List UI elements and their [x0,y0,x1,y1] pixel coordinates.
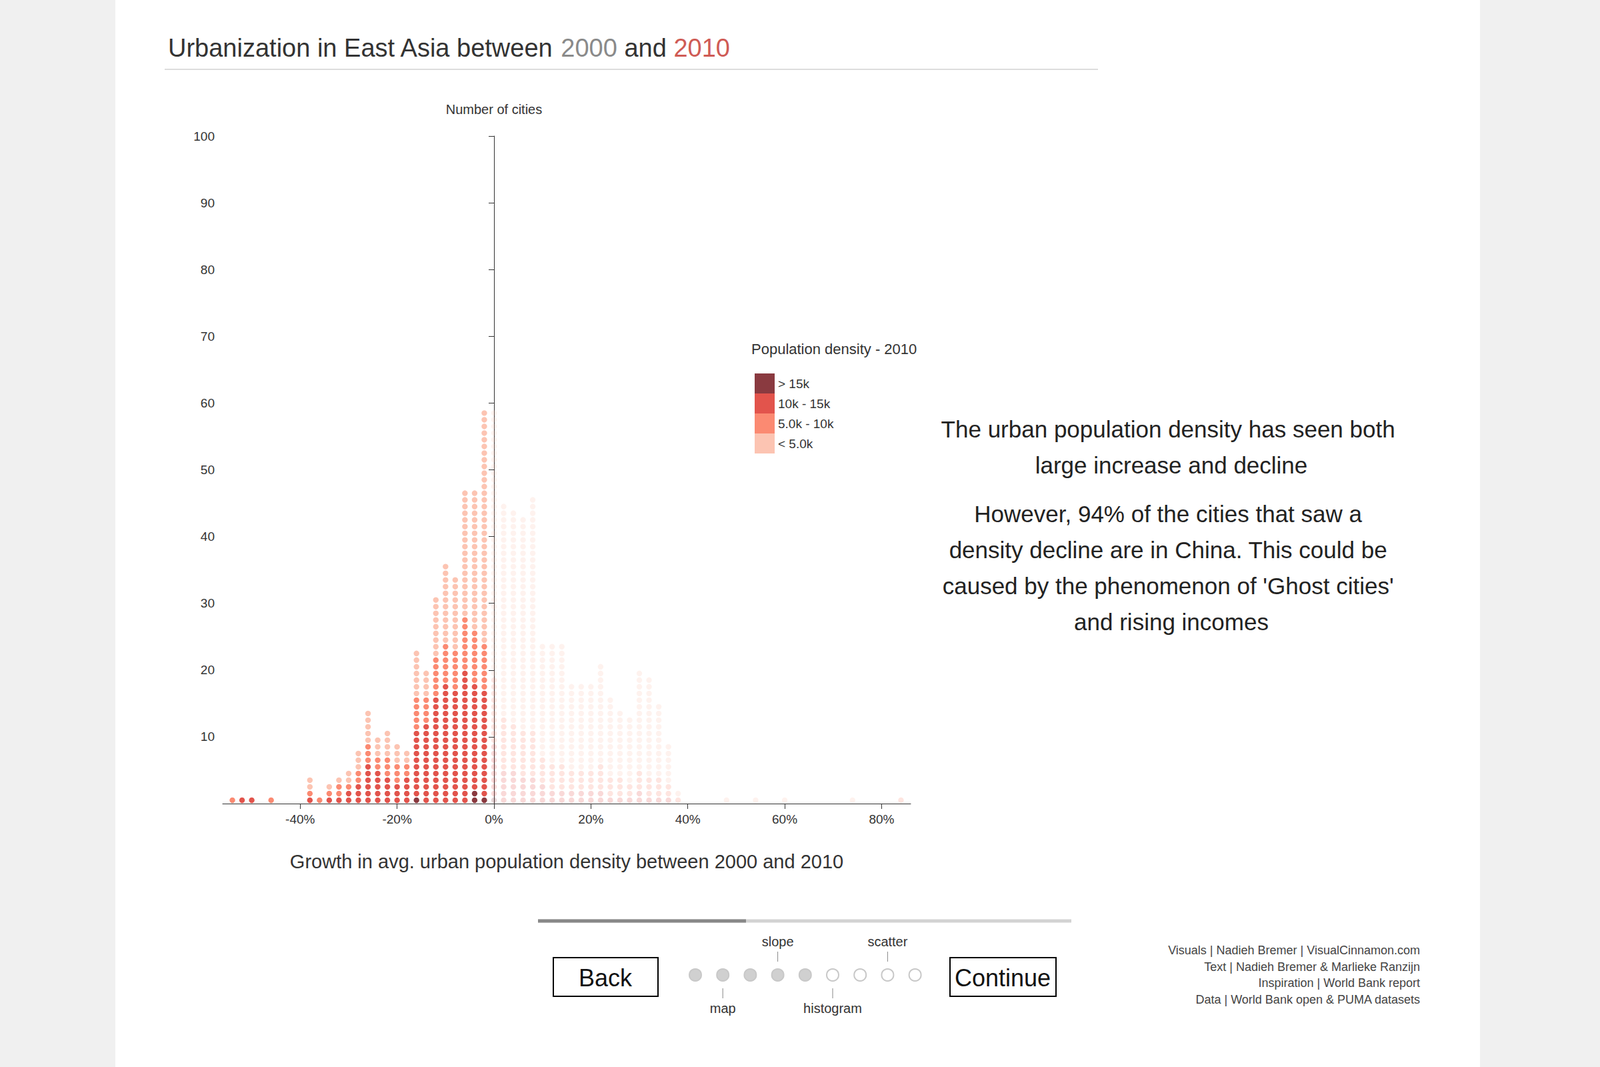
svg-text:-20%: -20% [382,812,412,826]
svg-text:40: 40 [200,529,215,544]
svg-text:50: 50 [200,462,215,477]
svg-text:and: and [617,34,674,62]
svg-text:30: 30 [200,596,215,610]
svg-text:large increase and decline: large increase and decline [1035,452,1308,478]
svg-text:map: map [710,1000,736,1016]
svg-text:Visuals | Nadieh Bremer | Visu: Visuals | Nadieh Bremer | VisualCinnamon… [1168,943,1420,957]
svg-text:density decline are in China.: density decline are in China. This could… [949,536,1394,563]
svg-text:100: 100 [193,129,215,144]
svg-text:Text | Nadieh Bremer & Marliek: Text | Nadieh Bremer & Marlieke Ranzijn [1204,960,1420,974]
svg-text:Inspiration | World Bank repor: Inspiration | World Bank report [1258,976,1420,990]
svg-text:80%: 80% [868,812,894,826]
svg-text:Growth in avg. urban populatio: Growth in avg. urban population density … [290,850,844,872]
svg-text:80: 80 [200,262,215,277]
svg-text:60: 60 [200,396,215,410]
svg-text:Number of cities: Number of cities [446,102,543,117]
svg-text:< 5.0k: < 5.0k [778,436,814,451]
svg-text:2010: 2010 [673,34,730,62]
svg-text:The urban population density h: The urban population density has seen bo… [941,416,1402,442]
svg-text:20: 20 [200,662,215,677]
svg-text:70: 70 [200,329,215,344]
svg-text:However, 94% of the cities tha: However, 94% of the cities that saw a [974,500,1368,527]
svg-text:60%: 60% [772,812,798,826]
svg-text:90: 90 [200,196,215,210]
svg-text:40%: 40% [675,812,701,826]
svg-text:scatter: scatter [867,934,908,949]
svg-text:> 15k: > 15k [778,376,810,391]
svg-text:histogram: histogram [803,1000,862,1016]
svg-text:10: 10 [200,729,215,744]
svg-text:2000: 2000 [560,34,618,62]
svg-text:slope: slope [762,934,794,949]
svg-text:and rising incomes: and rising incomes [1074,608,1269,635]
svg-text:20%: 20% [578,812,604,826]
svg-text:caused by the phenomenon of 'G: caused by the phenomenon of 'Ghost citie… [942,572,1401,599]
svg-text:10k - 15k: 10k - 15k [778,396,831,411]
svg-text:Continue: Continue [954,964,1051,992]
svg-text:Back: Back [578,964,633,992]
svg-text:Data | World Bank open & PUMA: Data | World Bank open & PUMA datasets [1195,992,1420,1006]
svg-text:5.0k - 10k: 5.0k - 10k [778,416,834,431]
svg-text:-40%: -40% [285,812,315,826]
svg-text:Population density - 2010: Population density - 2010 [751,340,917,358]
svg-text:0%: 0% [484,812,504,826]
svg-text:Urbanization in East Asia betw: Urbanization in East Asia between [168,34,560,62]
